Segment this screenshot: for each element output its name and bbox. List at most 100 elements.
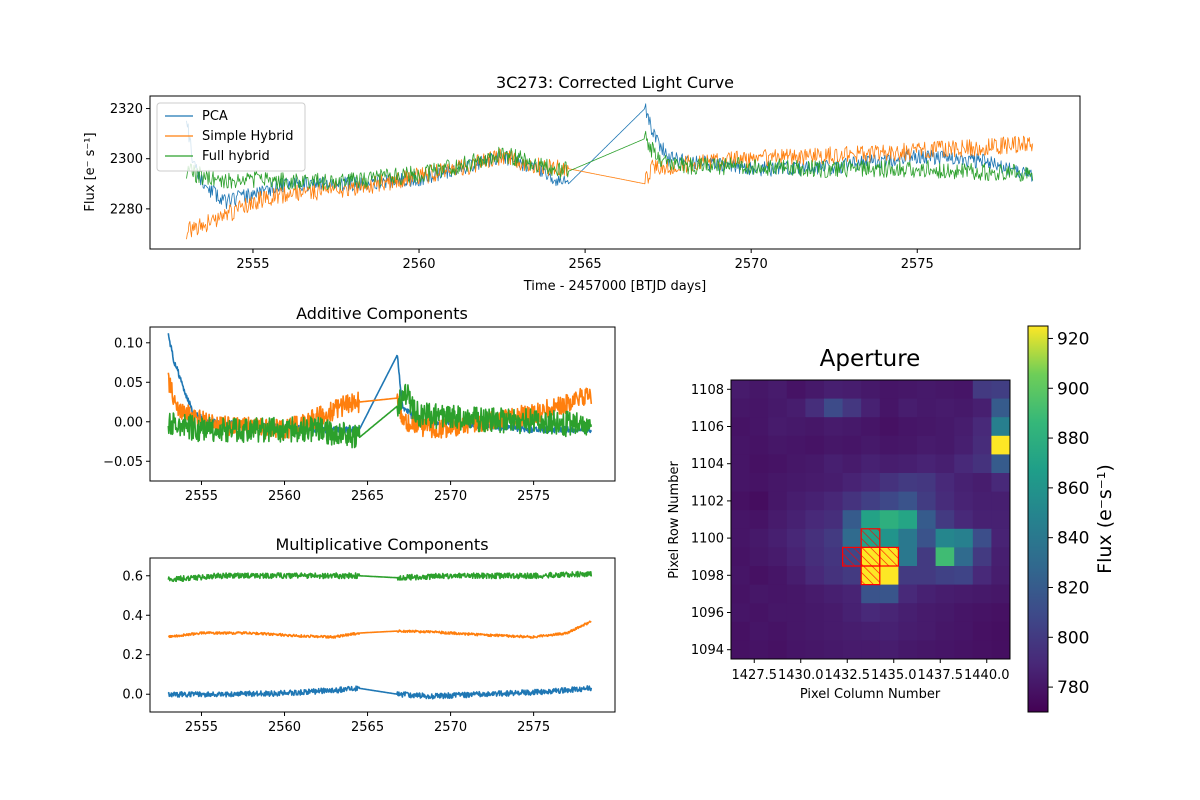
colorbar-tick-label: 920 bbox=[1057, 329, 1089, 349]
heatmap-cell bbox=[991, 547, 1011, 567]
heatmap-cell bbox=[954, 510, 974, 530]
heatmap-cell bbox=[786, 584, 806, 604]
aperture-mask-pixel bbox=[879, 546, 899, 567]
heatmap-cell bbox=[731, 640, 750, 660]
heatmap-cell bbox=[898, 584, 918, 604]
heatmap-cell bbox=[954, 473, 974, 492]
heatmap-cell bbox=[991, 435, 1011, 455]
series-line-pca bbox=[186, 103, 1034, 210]
colorbar-label: Flux (e⁻s⁻¹) bbox=[1094, 464, 1116, 574]
aperture-x-ticks: 1427.5 1430.0 1432.5 1435.0 1437.5 1440.0 bbox=[732, 659, 1010, 683]
heatmap-cell bbox=[935, 584, 955, 604]
x-tick-label: 1437.5 bbox=[918, 668, 964, 683]
y-tick-label: 1106 bbox=[691, 420, 724, 435]
heatmap-cell bbox=[861, 603, 881, 623]
heatmap-cell bbox=[824, 528, 843, 548]
heatmap-cell bbox=[805, 473, 825, 492]
heatmap-cell bbox=[786, 621, 806, 641]
heatmap-cell bbox=[749, 603, 769, 623]
heatmap-cell bbox=[954, 528, 974, 548]
heatmap-cell bbox=[805, 417, 825, 437]
heatmap-cell bbox=[842, 473, 862, 492]
multiplicative-components-panel: Multiplicative Components 2555 2560 2565 25… bbox=[122, 535, 616, 735]
heatmap-cell bbox=[731, 473, 750, 492]
legend-label-simple-hybrid: Simple Hybrid bbox=[202, 129, 293, 144]
heatmap-cell bbox=[991, 380, 1011, 399]
heatmap-cell bbox=[842, 510, 862, 530]
heatmap-cell bbox=[972, 584, 992, 604]
heatmap-cell bbox=[861, 621, 881, 641]
heatmap-cell bbox=[768, 547, 788, 567]
heatmap-cell bbox=[786, 566, 806, 585]
heatmap-cell bbox=[842, 566, 862, 585]
heatmap-cell bbox=[749, 621, 769, 641]
heatmap-cell bbox=[991, 640, 1011, 660]
heatmap-cell bbox=[824, 621, 843, 641]
heatmap-cell bbox=[917, 398, 936, 418]
colorbar-tick-label: 800 bbox=[1057, 628, 1089, 648]
y-tick-label: 1098 bbox=[691, 569, 724, 584]
heatmap-cell bbox=[842, 417, 862, 437]
heatmap-cell bbox=[842, 454, 862, 474]
colorbar: 780 800 820 840 860 880 900 920 Flux (e⁻s⁻¹) bbox=[1027, 325, 1116, 713]
light-curve-plot-area bbox=[186, 103, 1034, 240]
heatmap-cell bbox=[917, 491, 936, 511]
heatmap-cell bbox=[786, 454, 806, 474]
heatmap-cell bbox=[954, 621, 974, 641]
heatmap-cell bbox=[898, 491, 918, 511]
heatmap-cell bbox=[991, 473, 1011, 492]
heatmap-cell bbox=[972, 640, 992, 660]
aperture-title: Aperture bbox=[820, 346, 921, 372]
heatmap-cell bbox=[731, 417, 750, 437]
heatmap-cell bbox=[917, 640, 936, 660]
heatmap-cell bbox=[972, 380, 992, 399]
heatmap-cell bbox=[731, 454, 750, 474]
y-tick-label: −0.05 bbox=[103, 455, 143, 470]
heatmap-cell bbox=[749, 566, 769, 585]
x-tick-label: 2570 bbox=[434, 720, 467, 735]
heatmap-cell bbox=[786, 640, 806, 660]
heatmap-cell bbox=[972, 435, 992, 455]
multiplicative-x-ticks: 2555 2560 2565 2570 2575 bbox=[185, 712, 550, 735]
x-tick-label: 2555 bbox=[185, 720, 218, 735]
heatmap-cell bbox=[731, 510, 750, 530]
heatmap-cell bbox=[879, 491, 899, 511]
heatmap-cell bbox=[935, 603, 955, 623]
additive-y-ticks: −0.05 0.00 0.05 0.10 bbox=[103, 336, 150, 470]
heatmap-cell bbox=[898, 473, 918, 492]
heatmap-cell bbox=[768, 621, 788, 641]
colorbar-tick-label: 780 bbox=[1057, 678, 1089, 698]
heatmap-cell bbox=[805, 491, 825, 511]
heatmap-cell bbox=[991, 528, 1011, 548]
heatmap-cell bbox=[972, 621, 992, 641]
heatmap-cell bbox=[824, 547, 843, 567]
additive-x-ticks: 2555 2560 2565 2570 2575 bbox=[185, 481, 550, 504]
heatmap-cell bbox=[768, 491, 788, 511]
heatmap-cell bbox=[879, 621, 899, 641]
heatmap-cell bbox=[749, 547, 769, 567]
heatmap-cell bbox=[972, 528, 992, 548]
heatmap-cell bbox=[842, 491, 862, 511]
heatmap-cell bbox=[731, 603, 750, 623]
x-tick-label: 2570 bbox=[735, 257, 768, 272]
x-tick-label: 1435.0 bbox=[871, 668, 917, 683]
heatmap-cell bbox=[805, 621, 825, 641]
heatmap-cell bbox=[805, 454, 825, 474]
heatmap-cell bbox=[917, 547, 936, 567]
heatmap-cell bbox=[917, 435, 936, 455]
colorbar-tick-label: 820 bbox=[1057, 578, 1089, 598]
heatmap-cell bbox=[898, 435, 918, 455]
heatmap-cell bbox=[879, 584, 899, 604]
heatmap-cell bbox=[731, 398, 750, 418]
heatmap-cell bbox=[935, 417, 955, 437]
heatmap-cell bbox=[954, 566, 974, 585]
heatmap-cell bbox=[879, 566, 899, 585]
heatmap-cell bbox=[935, 454, 955, 474]
heatmap-cell bbox=[991, 417, 1011, 437]
heatmap-cell bbox=[954, 603, 974, 623]
heatmap-cell bbox=[749, 528, 769, 548]
heatmap-cell bbox=[786, 398, 806, 418]
heatmap-cell bbox=[749, 417, 769, 437]
multiplicative-plot-area bbox=[167, 570, 593, 700]
series-line-full-hybrid bbox=[186, 130, 1034, 191]
